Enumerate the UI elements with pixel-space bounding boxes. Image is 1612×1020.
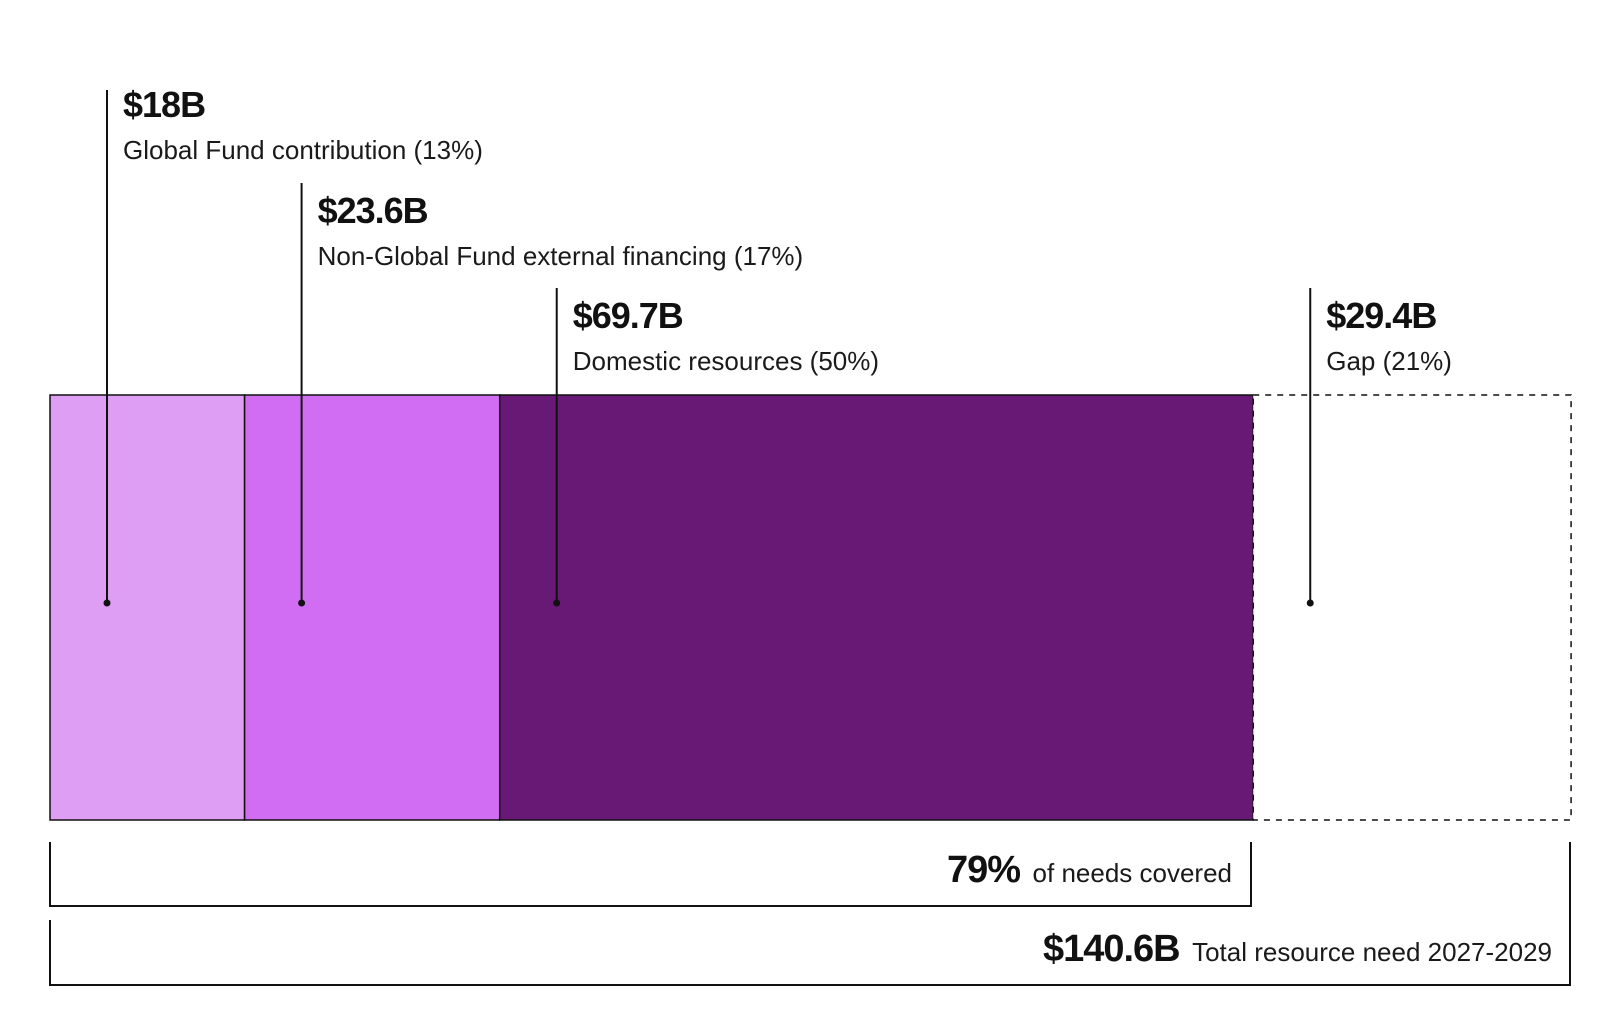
segment-value-gap: $29.4B [1326, 295, 1436, 336]
total-need-label: Total resource need 2027-2029 [1192, 937, 1552, 967]
leader-dot-global-fund-contribution [103, 599, 111, 607]
brackets-layer: 79% of needs covered $140.6B Total resou… [49, 842, 1571, 986]
coverage-text: 79% of needs covered [947, 849, 1232, 891]
segment-label-non-global-fund-external-financing: Non-Global Fund external financing (17%) [318, 241, 804, 271]
total-need-value: $140.6B [1043, 928, 1180, 970]
total-need-text: $140.6B Total resource need 2027-2029 [1043, 928, 1552, 970]
segment-value-domestic-resources: $69.7B [573, 295, 683, 336]
bar-segment-gap [1252, 394, 1572, 821]
leader-dot-non-global-fund-external-financing [298, 599, 306, 607]
segment-label-gap: Gap (21%) [1326, 346, 1452, 376]
bars-layer [49, 394, 1572, 821]
leader-dot-domestic-resources [553, 599, 561, 607]
segment-label-global-fund-contribution: Global Fund contribution (13%) [123, 135, 483, 165]
segment-value-non-global-fund-external-financing: $23.6B [318, 190, 428, 231]
segment-value-global-fund-contribution: $18B [123, 84, 205, 125]
bar-segment-non-global-fund-external-financing [243, 394, 501, 821]
coverage-bracket [49, 842, 1252, 907]
total-need-bracket [49, 842, 1571, 986]
segment-labels-layer: $18B Global Fund contribution (13%) $23.6B… [123, 84, 1452, 376]
segment-label-domestic-resources: Domestic resources (50%) [573, 346, 879, 376]
bar-segment-domestic-resources [498, 394, 1254, 821]
leader-dot-gap [1306, 599, 1314, 607]
bar-segment-global-fund-contribution [49, 394, 246, 821]
coverage-value: 79% [947, 849, 1020, 891]
coverage-label: of needs covered [1033, 858, 1232, 888]
leader-lines-layer [103, 90, 1314, 607]
